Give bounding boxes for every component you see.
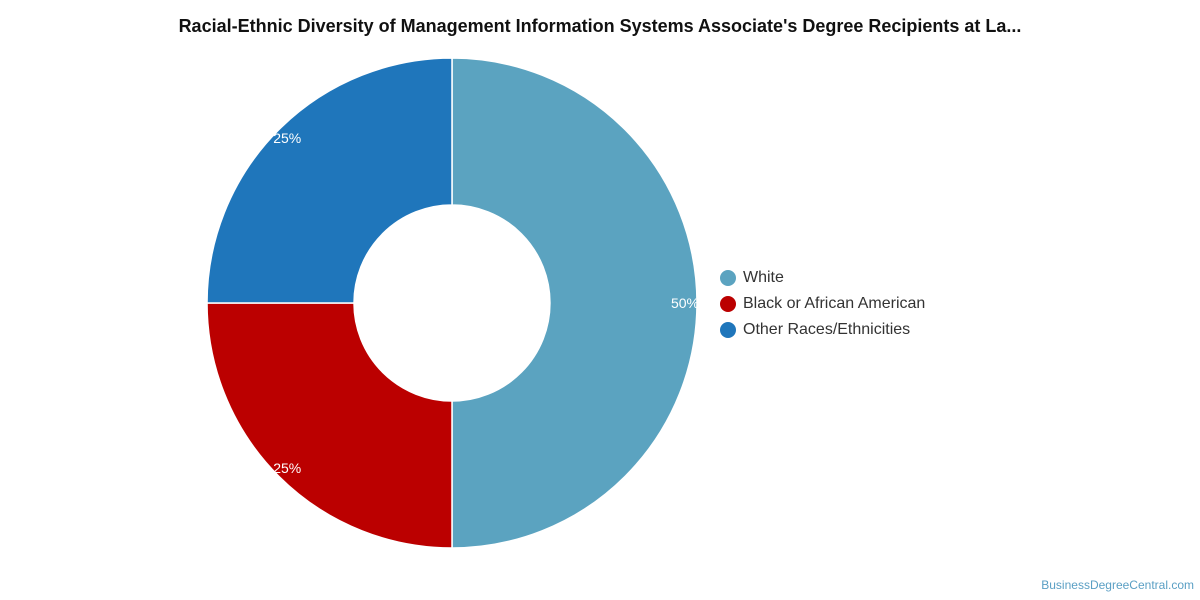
watermark[interactable]: BusinessDegreeCentral.com <box>1041 578 1194 592</box>
legend: White Black or African American Other Ra… <box>720 265 925 343</box>
slice-label-other-races-ethnicities: 25% <box>273 130 301 146</box>
legend-label-black-or-african-american: Black or African American <box>743 295 926 312</box>
legend-item-other-races[interactable]: Other Races/Ethnicities <box>720 317 925 343</box>
legend-swatch-white <box>720 270 736 286</box>
legend-item-white[interactable]: White <box>720 265 925 291</box>
slice-black-or-african-american[interactable] <box>206 302 453 549</box>
legend-label-other-races: Other Races/Ethnicities <box>743 321 911 338</box>
slice-other-races-ethnicities[interactable] <box>206 57 453 304</box>
legend-label-white: White <box>743 269 784 286</box>
legend-swatch-black-or-african-american <box>720 296 736 312</box>
legend-swatch-other-races <box>720 322 736 338</box>
slice-label-black-or-african-american: 25% <box>273 460 301 476</box>
slice-label-white: 50% <box>671 295 699 311</box>
legend-item-black-or-african-american[interactable]: Black or African American <box>720 291 925 317</box>
slice-white[interactable] <box>451 57 698 549</box>
chart-title: Racial-Ethnic Diversity of Management In… <box>178 16 1022 36</box>
